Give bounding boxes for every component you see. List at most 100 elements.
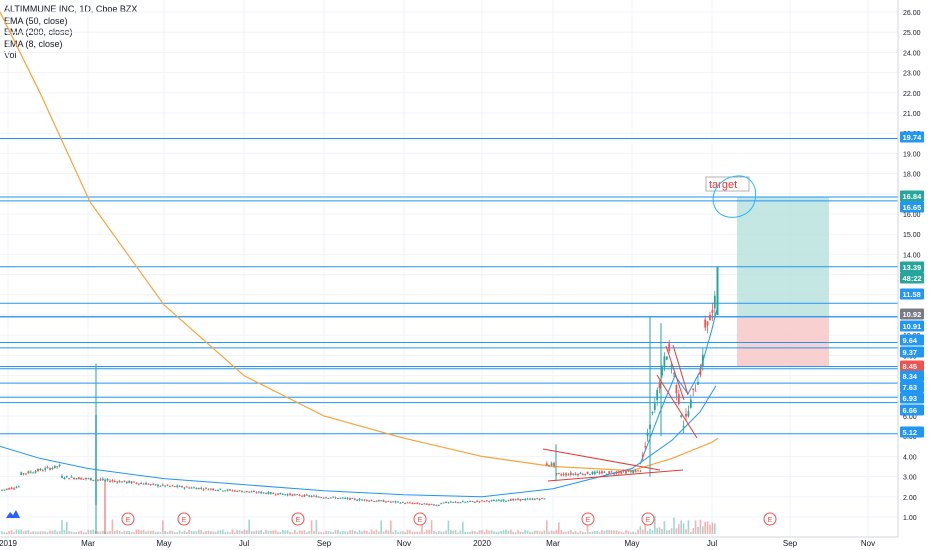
volume-bar [286, 530, 289, 534]
candle-body [452, 501, 455, 503]
price-tag-stop[interactable] [900, 360, 924, 372]
profit-zone[interactable] [737, 197, 829, 317]
volume-bar [654, 516, 656, 534]
volume-bar [260, 529, 262, 534]
candle-body [701, 354, 704, 367]
volume-bar [572, 532, 574, 534]
indicator-ema8[interactable]: EMA (8, close) [4, 38, 63, 49]
candle-body [567, 474, 570, 476]
volume-bar [397, 532, 399, 534]
earnings-marker[interactable] [641, 512, 655, 526]
candle-body [447, 502, 450, 504]
candle-body [699, 368, 702, 376]
volume-bar [80, 530, 82, 534]
price-tag-level[interactable] [900, 404, 924, 416]
volume-bar [58, 531, 61, 534]
volume-bar [531, 531, 534, 534]
candle-body [248, 491, 251, 493]
price-tag-label: 8.45 [903, 362, 918, 371]
volume-bar [526, 530, 529, 534]
price-tag-level[interactable] [900, 320, 924, 332]
earnings-marker[interactable] [121, 512, 135, 526]
volume-bar [310, 520, 313, 534]
volume-bar [356, 532, 358, 534]
candle-body [543, 498, 546, 500]
price-tag-level[interactable] [900, 346, 924, 358]
candle-body [183, 487, 186, 489]
earnings-marker[interactable] [581, 512, 595, 526]
price-tag-last[interactable] [900, 261, 924, 273]
candle-body [382, 500, 385, 502]
volume-bar [342, 531, 344, 534]
volume-bar [514, 532, 517, 534]
candle-body [82, 478, 85, 480]
trend-line[interactable] [665, 345, 685, 401]
earnings-marker[interactable] [291, 512, 305, 526]
candles [1, 266, 719, 507]
price-tag-level[interactable] [900, 131, 924, 143]
candle-body [173, 486, 176, 488]
trend-lines[interactable] [542, 344, 698, 482]
candle-body [634, 470, 637, 473]
trend-line[interactable] [672, 344, 689, 396]
candle-body [231, 490, 234, 492]
price-tag-level[interactable] [900, 334, 924, 346]
trend-line[interactable] [542, 448, 661, 471]
volume-bar [253, 531, 255, 534]
symbol-title[interactable]: ALTIMMUNE INC, 1D, Cboe BZX [4, 4, 138, 14]
candle-body [236, 490, 239, 492]
price-tag-level[interactable] [900, 288, 924, 300]
volume-bar [114, 530, 116, 534]
volume-bar [517, 530, 519, 534]
price-tag-target[interactable] [900, 190, 924, 202]
volume-bar [493, 531, 495, 534]
candle-body [370, 500, 373, 502]
earnings-marker[interactable] [763, 512, 777, 526]
candle-body [229, 489, 231, 491]
volume-bar [291, 532, 294, 534]
loss-zone[interactable] [737, 316, 829, 367]
time-axis[interactable]: 2019 Mar May Jul Sep Nov 2020 Mar May Jul Sep Nov [0, 536, 898, 548]
price-tag-level[interactable] [900, 381, 924, 393]
price-tag-level[interactable] [900, 426, 924, 438]
volume-bar [320, 532, 322, 534]
target-annotation[interactable]: target [705, 175, 757, 218]
candle-body [104, 479, 107, 481]
earnings-marker[interactable] [177, 512, 191, 526]
candle-body [413, 503, 416, 505]
volume-bar [692, 528, 694, 534]
target-circle[interactable] [712, 175, 757, 218]
price-tag-countdown[interactable] [900, 272, 924, 284]
volume-bar [711, 522, 714, 534]
candle-body [613, 473, 615, 475]
candle-body [116, 481, 119, 483]
horizontal-levels[interactable] [0, 137, 898, 435]
price-tag-label: 7.63 [903, 383, 918, 392]
candle-body [411, 503, 414, 505]
tradingview-logo[interactable] [5, 508, 21, 520]
candle-body [689, 399, 692, 408]
candle-body [334, 497, 337, 499]
price-tag-level[interactable] [900, 370, 924, 382]
trend-line[interactable] [656, 374, 698, 439]
price-tag-level[interactable] [900, 201, 924, 213]
indicator-vol[interactable]: Vol [4, 50, 17, 60]
price-tag-level[interactable] [900, 392, 924, 404]
earnings-marker[interactable] [413, 512, 427, 526]
candle-body [320, 497, 323, 499]
x-tick-label: May [156, 539, 171, 548]
candle-body [572, 473, 575, 475]
candle-body [20, 472, 23, 475]
candle-body [433, 504, 435, 506]
price-tag-entry[interactable] [900, 308, 924, 320]
candle-body [682, 426, 685, 428]
volume-bar [75, 532, 78, 534]
long-position-zone[interactable] [737, 197, 829, 367]
trend-line[interactable] [547, 469, 684, 482]
indicator-ema50[interactable]: EMA (50, close) [4, 15, 68, 26]
volume-bar [500, 530, 502, 534]
price-axis[interactable]: 26.0025.0024.0023.0022.0021.0020.0019.00… [897, 0, 924, 537]
volume-bar [644, 522, 646, 534]
